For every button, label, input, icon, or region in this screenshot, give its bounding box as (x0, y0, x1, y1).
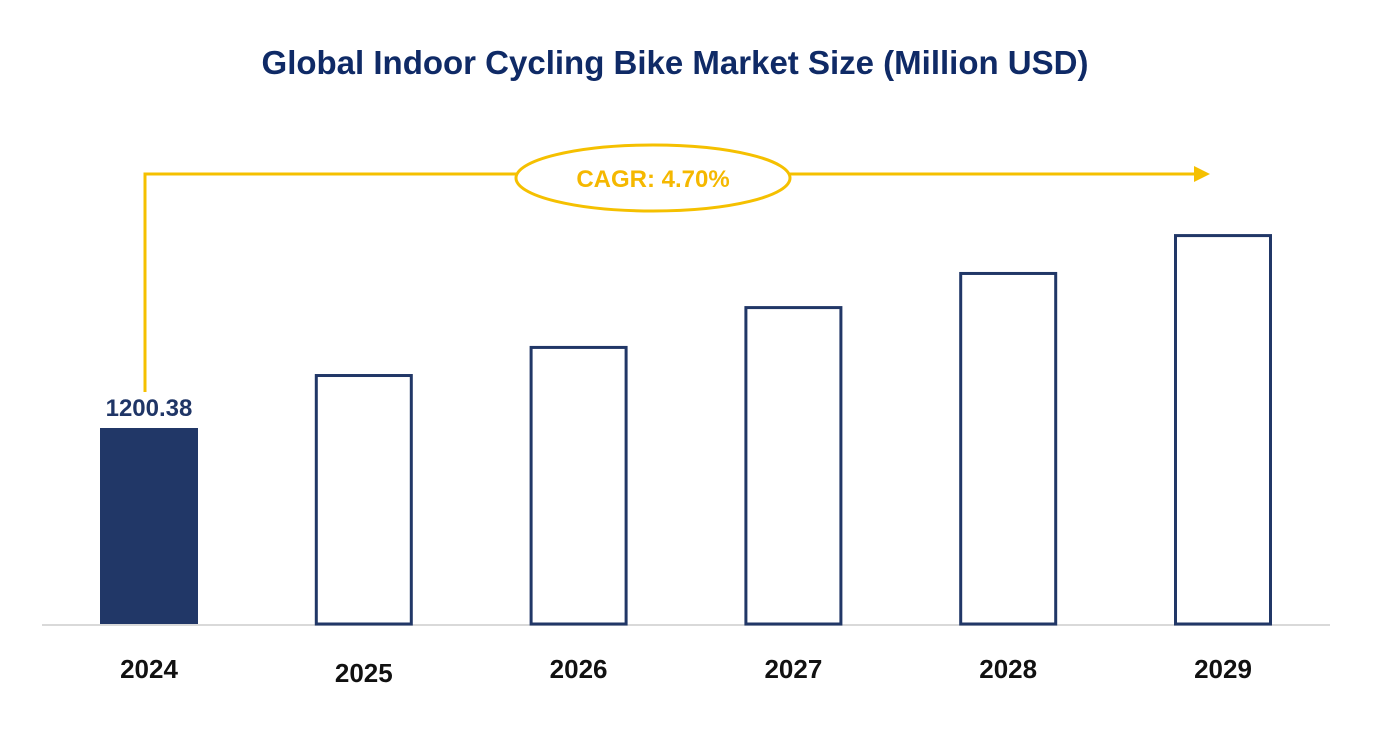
x-tick-label: 2026 (550, 654, 608, 684)
bar-2027 (744, 306, 843, 626)
cagr-annotation: CAGR: 4.70% (143, 143, 1210, 392)
data-label: 1200.38 (106, 395, 193, 422)
bar-2024 (100, 428, 198, 624)
bar-2029 (1174, 234, 1272, 626)
chart-title: Global Indoor Cycling Bike Market Size (… (262, 44, 1089, 81)
cagr-arrow-line (143, 172, 1200, 392)
bar-2025 (314, 374, 413, 626)
cagr-ellipse (514, 143, 792, 213)
bar-2026 (529, 345, 628, 626)
cagr-label: CAGR: 4.70% (576, 166, 729, 193)
x-tick-label: 2028 (979, 654, 1037, 684)
x-tick-label: 2025 (335, 658, 393, 688)
x-tick-label: 2029 (1194, 654, 1252, 684)
x-tick-label: 2024 (120, 654, 178, 684)
x-tick-label: 2027 (764, 654, 822, 684)
bar-2028 (959, 271, 1058, 626)
cagr-arrow-head (1194, 166, 1210, 182)
